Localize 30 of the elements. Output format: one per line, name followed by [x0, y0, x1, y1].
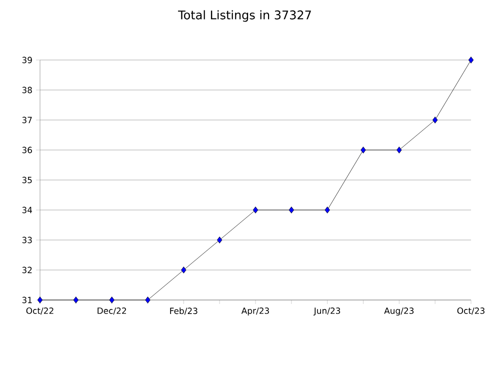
point — [37, 296, 43, 304]
y-tick-label: 39 — [22, 56, 32, 64]
point — [181, 266, 186, 274]
x-tick-label: Jun/23 — [313, 308, 340, 316]
x-tick-label: Apr/23 — [241, 308, 269, 316]
y-tick-label: 33 — [22, 236, 32, 244]
x-tick-label: Oct/22 — [26, 308, 54, 315]
point — [216, 236, 222, 244]
chart-title: Total Listings in 37327 — [178, 10, 311, 22]
x-tick-label: Dec/22 — [98, 308, 126, 315]
point — [468, 56, 474, 64]
y-tick-label: 37 — [22, 116, 32, 124]
point — [324, 206, 330, 214]
point — [145, 296, 150, 304]
y-tick-label: 34 — [22, 206, 32, 214]
point — [109, 296, 114, 304]
y-tick-label: 32 — [22, 266, 32, 274]
point — [252, 206, 258, 214]
point — [73, 296, 79, 304]
y-tick-label: 36 — [22, 146, 32, 154]
x-tick-label: Aug/23 — [384, 308, 414, 316]
x-tick-label: Feb/23 — [170, 308, 198, 315]
y-tick-label: 35 — [22, 176, 32, 184]
y-tick-label: 38 — [22, 86, 32, 94]
point — [288, 206, 294, 214]
point — [396, 146, 402, 154]
point — [360, 146, 366, 154]
point — [432, 116, 438, 124]
x-tick-label: Oct/23 — [457, 308, 484, 315]
y-tick-label: 31 — [22, 296, 32, 304]
